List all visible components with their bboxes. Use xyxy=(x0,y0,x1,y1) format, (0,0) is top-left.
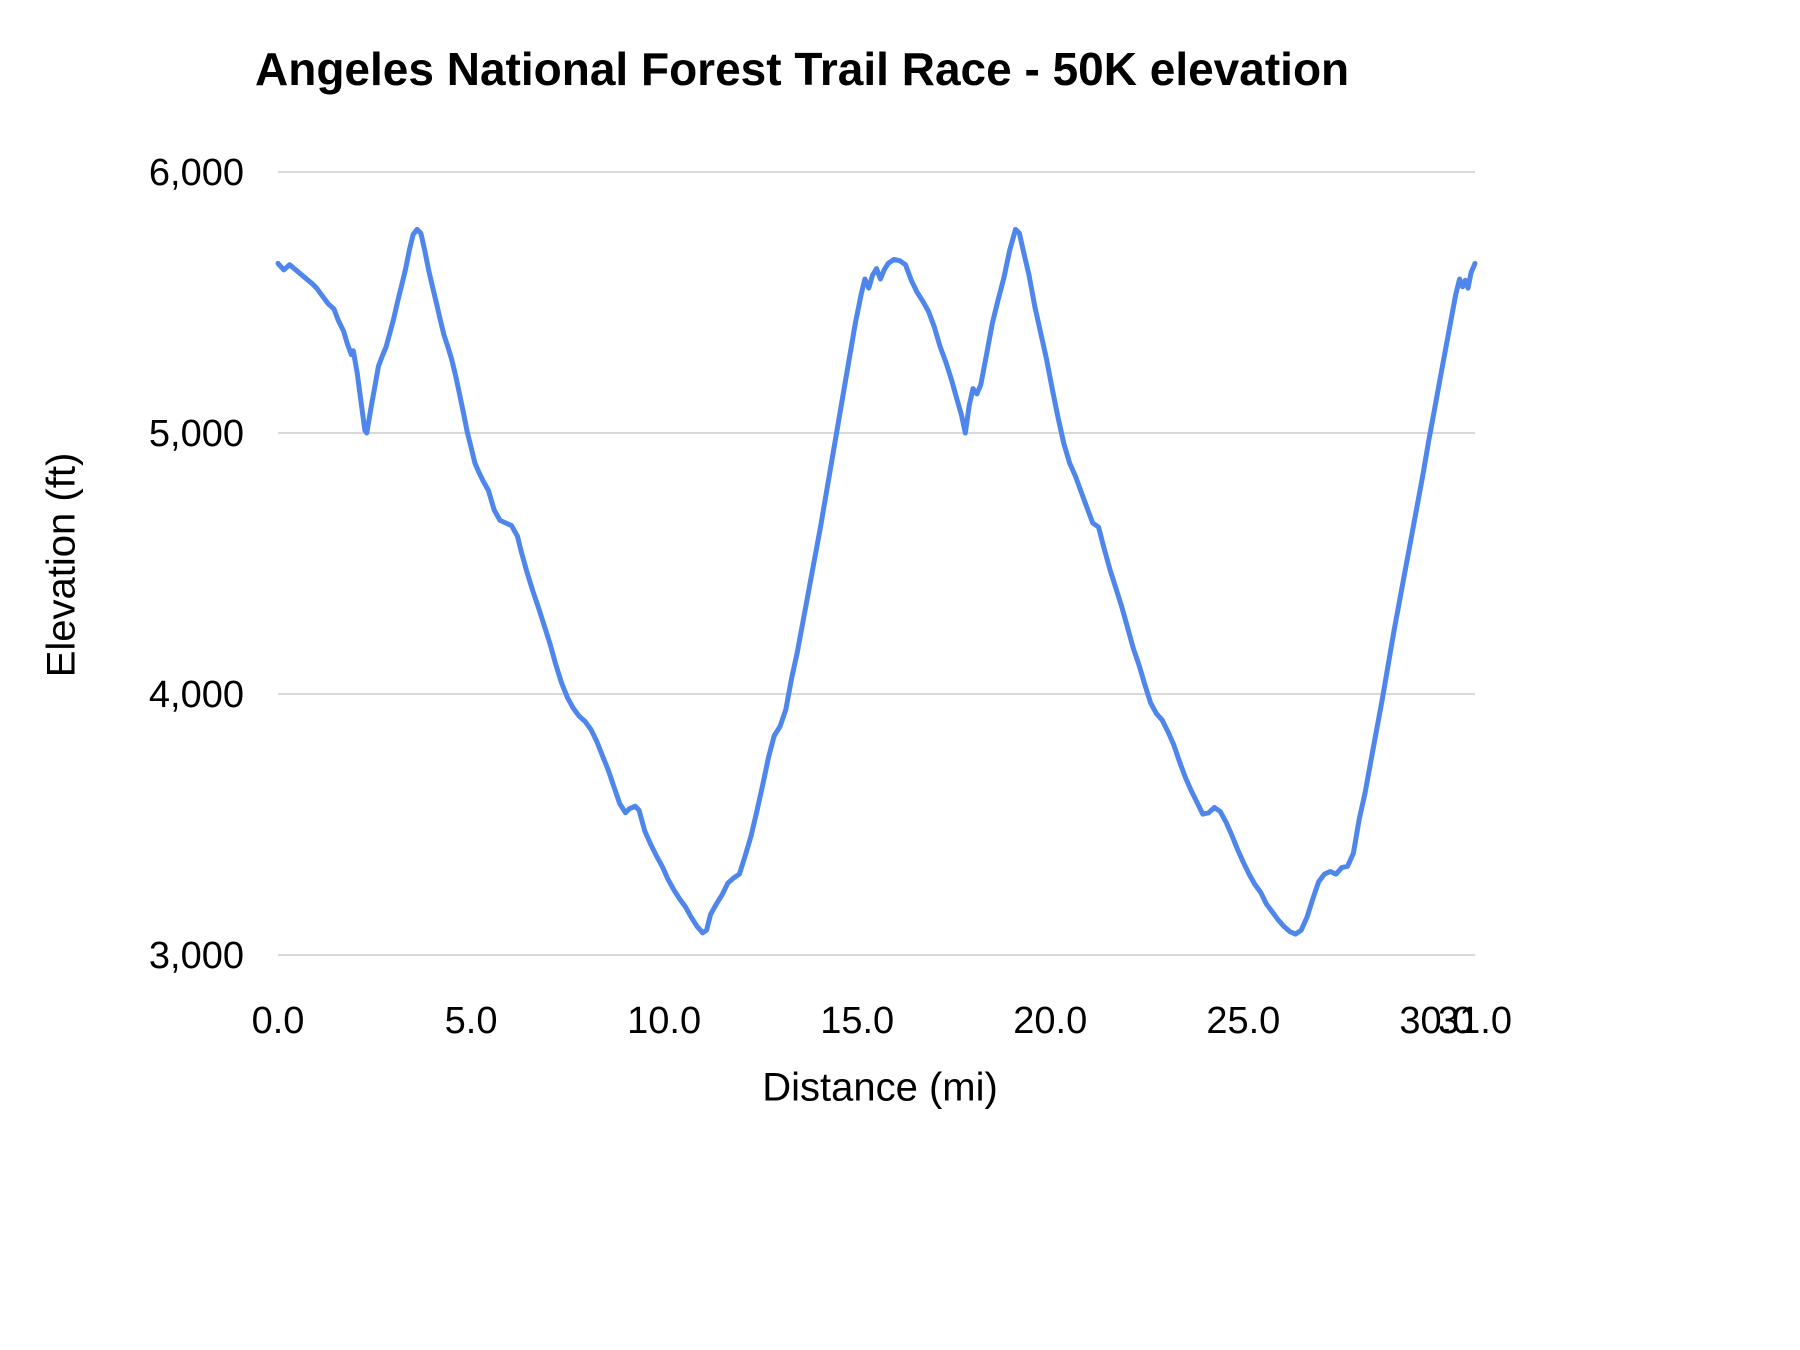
x-tick-label: 20.0 xyxy=(1013,1000,1087,1042)
y-tick-label: 4,000 xyxy=(149,674,244,716)
x-tick-label: 5.0 xyxy=(445,1000,498,1042)
x-tick-label: 25.0 xyxy=(1206,1000,1280,1042)
elevation-series-line xyxy=(275,226,1478,937)
x-tick-label: 10.0 xyxy=(627,1000,701,1042)
y-tick-label: 3,000 xyxy=(149,935,244,977)
x-tick-label: 31.0 xyxy=(1438,1000,1512,1042)
x-tick-label: 15.0 xyxy=(820,1000,894,1042)
x-axis-label: Distance (mi) xyxy=(762,1065,998,1110)
chart-title: Angeles National Forest Trail Race - 50K… xyxy=(255,43,1350,95)
x-tick-label: 0.0 xyxy=(252,1000,305,1042)
y-tick-label: 5,000 xyxy=(149,413,244,455)
y-tick-label: 6,000 xyxy=(149,152,244,194)
x-tick-label: 30.0 xyxy=(1399,1000,1473,1042)
